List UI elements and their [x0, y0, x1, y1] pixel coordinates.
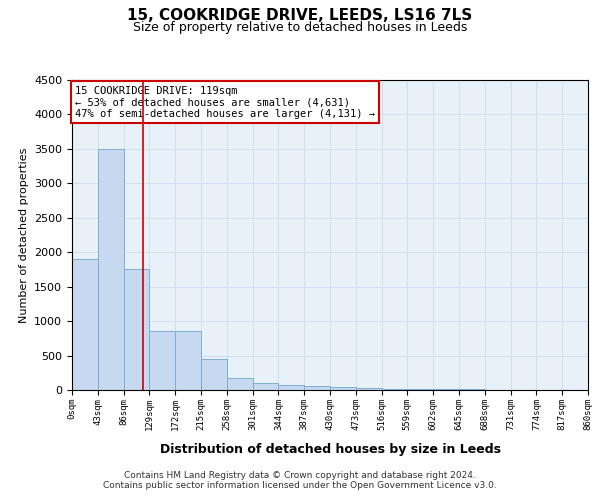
Bar — [201, 359, 227, 390]
Y-axis label: Number of detached properties: Number of detached properties — [19, 148, 29, 322]
Bar — [304, 386, 330, 390]
Bar — [98, 149, 124, 390]
Bar — [382, 388, 407, 390]
Bar — [227, 378, 253, 390]
Text: Distribution of detached houses by size in Leeds: Distribution of detached houses by size … — [160, 442, 500, 456]
Bar — [149, 332, 175, 390]
Bar — [278, 385, 304, 390]
Text: Size of property relative to detached houses in Leeds: Size of property relative to detached ho… — [133, 21, 467, 34]
Bar — [72, 259, 98, 390]
Bar — [356, 388, 382, 390]
Bar — [175, 332, 201, 390]
Bar — [330, 386, 356, 390]
Bar — [124, 270, 149, 390]
Text: 15, COOKRIDGE DRIVE, LEEDS, LS16 7LS: 15, COOKRIDGE DRIVE, LEEDS, LS16 7LS — [127, 8, 473, 22]
Text: Contains HM Land Registry data © Crown copyright and database right 2024.
Contai: Contains HM Land Registry data © Crown c… — [103, 470, 497, 490]
Bar — [253, 383, 278, 390]
Bar — [407, 389, 433, 390]
Text: 15 COOKRIDGE DRIVE: 119sqm
← 53% of detached houses are smaller (4,631)
47% of s: 15 COOKRIDGE DRIVE: 119sqm ← 53% of deta… — [75, 86, 375, 118]
